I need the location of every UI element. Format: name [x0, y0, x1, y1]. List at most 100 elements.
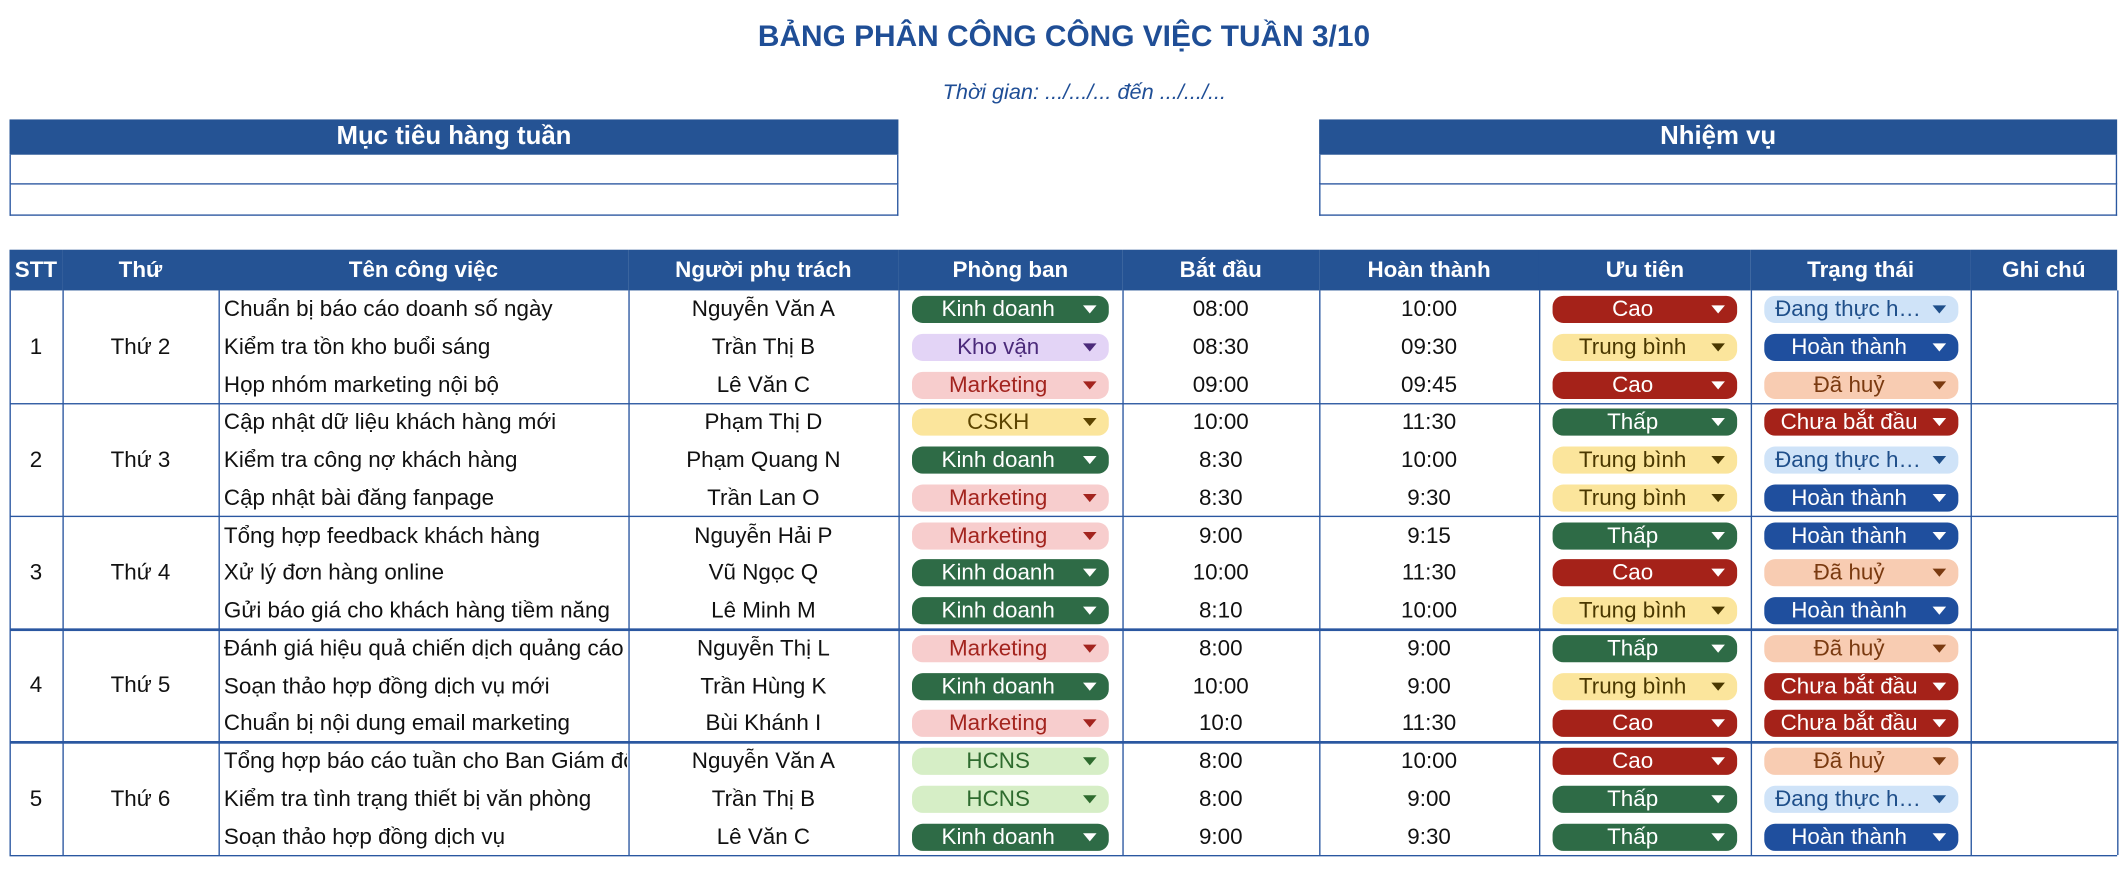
dept-chip[interactable]: Marketing	[911, 521, 1109, 549]
person: Nguyễn Thị L	[696, 636, 830, 661]
priority-chip[interactable]: Trung bình	[1552, 446, 1738, 474]
priority-chip[interactable]: Cao	[1552, 295, 1738, 323]
subtitle: Thời gian: .../.../... đến .../.../...	[942, 81, 1227, 105]
start-time: 08:30	[1192, 334, 1249, 360]
group-border	[9, 402, 2118, 405]
dept-chip[interactable]: HCNS	[911, 747, 1109, 775]
status-chip[interactable]: Đang thực hiện	[1764, 295, 1959, 323]
priority-chip[interactable]: Cao	[1552, 747, 1738, 775]
start-time: 10:00	[1192, 673, 1249, 699]
priority-chip[interactable]: Thấp	[1552, 408, 1738, 436]
column-header: Thứ	[62, 249, 219, 291]
task-name: Kiểm tra tình trạng thiết bị văn phòng	[223, 786, 592, 812]
status-chip[interactable]: Đang thực hiện	[1764, 446, 1959, 474]
task-name: Chuẩn bị báo cáo doanh số ngày	[223, 297, 553, 322]
dept-chip[interactable]: Marketing	[911, 371, 1109, 399]
task-name: Chuẩn bị nội dung email marketing	[223, 711, 570, 736]
column-border	[1538, 290, 1540, 856]
status-chip[interactable]: Đã huỷ	[1764, 559, 1959, 587]
dept-chip[interactable]: Marketing	[911, 634, 1109, 662]
end-time: 10:00	[1401, 297, 1458, 322]
group-border	[9, 628, 2118, 631]
task-name: Soạn thảo hợp đồng dịch vụ	[223, 824, 506, 849]
end-time: 9:00	[1407, 673, 1451, 699]
status-chip[interactable]: Chưa bắt đầu	[1764, 710, 1959, 738]
dept-chip[interactable]: Kho vận	[911, 333, 1109, 361]
dept-chip[interactable]: Kinh doanh	[911, 559, 1109, 587]
person: Nguyễn Văn A	[691, 749, 835, 774]
status-chip[interactable]: Hoàn thành	[1764, 597, 1959, 625]
dept-chip[interactable]: Kinh doanh	[911, 597, 1109, 625]
person: Trần Thị B	[711, 786, 816, 812]
status-chip[interactable]: Hoàn thành	[1764, 484, 1959, 512]
day: Thứ 2	[110, 334, 171, 360]
task-name: Đánh giá hiệu quả chiến dịch quảng cáo	[223, 636, 624, 661]
status-chip[interactable]: Hoàn thành	[1764, 823, 1959, 851]
dept-chip[interactable]: Kinh doanh	[911, 672, 1109, 700]
person: Lê Văn C	[716, 824, 811, 849]
column-header: Ghi chú	[1970, 249, 2118, 291]
status-chip[interactable]: Chưa bắt đầu	[1764, 408, 1959, 436]
start-time: 8:30	[1198, 447, 1243, 473]
status-chip[interactable]: Đã huỷ	[1764, 371, 1959, 399]
dept-chip[interactable]: Kinh doanh	[911, 446, 1109, 474]
start-time: 9:00	[1198, 824, 1243, 849]
priority-chip[interactable]: Thấp	[1552, 823, 1738, 851]
end-time: 09:45	[1401, 372, 1458, 397]
status-chip[interactable]: Đã huỷ	[1764, 634, 1959, 662]
end-time: 9:30	[1407, 824, 1451, 849]
dept-chip[interactable]: Kinh doanh	[911, 823, 1109, 851]
priority-chip[interactable]: Trung bình	[1552, 672, 1738, 700]
status-chip[interactable]: Hoàn thành	[1764, 333, 1959, 361]
column-header: STT	[9, 249, 63, 291]
end-time: 10:00	[1401, 749, 1458, 774]
status-chip[interactable]: Chưa bắt đầu	[1764, 672, 1959, 700]
priority-chip[interactable]: Cao	[1552, 559, 1738, 587]
group-border	[9, 854, 2118, 857]
person: Lê Minh M	[711, 598, 816, 623]
priority-chip[interactable]: Thấp	[1552, 785, 1738, 813]
column-border	[217, 290, 220, 856]
task-name: Kiểm tra công nợ khách hàng	[223, 447, 518, 473]
priority-chip[interactable]: Trung bình	[1552, 333, 1738, 361]
priority-chip[interactable]: Trung bình	[1552, 484, 1738, 512]
dept-chip[interactable]: CSKH	[911, 408, 1109, 436]
column-border	[897, 290, 900, 856]
person: Phạm Thị D	[704, 410, 823, 435]
day: Thứ 3	[110, 447, 171, 473]
task-name: Tổng hợp feedback khách hàng	[223, 523, 540, 548]
end-time: 11:30	[1401, 410, 1457, 435]
tasks-row	[1319, 184, 2118, 216]
column-header: Bắt đầu	[1122, 249, 1320, 291]
end-time: 11:30	[1401, 711, 1457, 736]
priority-chip[interactable]: Trung bình	[1552, 597, 1738, 625]
end-time: 09:30	[1401, 334, 1458, 360]
goals-header: Mục tiêu hàng tuần	[9, 119, 899, 155]
dept-chip[interactable]: Marketing	[911, 710, 1109, 738]
status-chip[interactable]: Hoàn thành	[1764, 521, 1959, 549]
title: BẢNG PHÂN CÔNG CÔNG VIỆC TUẦN 3/10	[757, 18, 1371, 53]
person: Bùi Khánh I	[705, 711, 822, 736]
priority-chip[interactable]: Cao	[1552, 710, 1738, 738]
column-border	[61, 290, 64, 856]
start-time: 8:30	[1198, 485, 1243, 510]
priority-chip[interactable]: Cao	[1552, 371, 1738, 399]
tasks-header: Nhiệm vụ	[1319, 119, 2118, 155]
status-chip[interactable]: Đang thực hiện	[1764, 785, 1959, 813]
task-name: Kiểm tra tồn kho buổi sáng	[223, 334, 491, 360]
stt: 2	[29, 447, 43, 473]
task-name: Gửi báo giá cho khách hàng tiềm năng	[223, 598, 610, 623]
end-time: 9:15	[1407, 523, 1451, 548]
column-header: Trạng thái	[1750, 249, 1971, 291]
priority-chip[interactable]: Thấp	[1552, 634, 1738, 662]
task-name: Cập nhật bài đăng fanpage	[223, 485, 495, 510]
status-chip[interactable]: Đã huỷ	[1764, 747, 1959, 775]
dept-chip[interactable]: HCNS	[911, 785, 1109, 813]
priority-chip[interactable]: Thấp	[1552, 521, 1738, 549]
start-time: 9:00	[1198, 523, 1243, 548]
day: Thứ 6	[110, 786, 171, 812]
dept-chip[interactable]: Marketing	[911, 484, 1109, 512]
dept-chip[interactable]: Kinh doanh	[911, 295, 1109, 323]
person: Nguyễn Văn A	[691, 297, 835, 322]
task-name: Cập nhật dữ liệu khách hàng mới	[223, 410, 557, 435]
